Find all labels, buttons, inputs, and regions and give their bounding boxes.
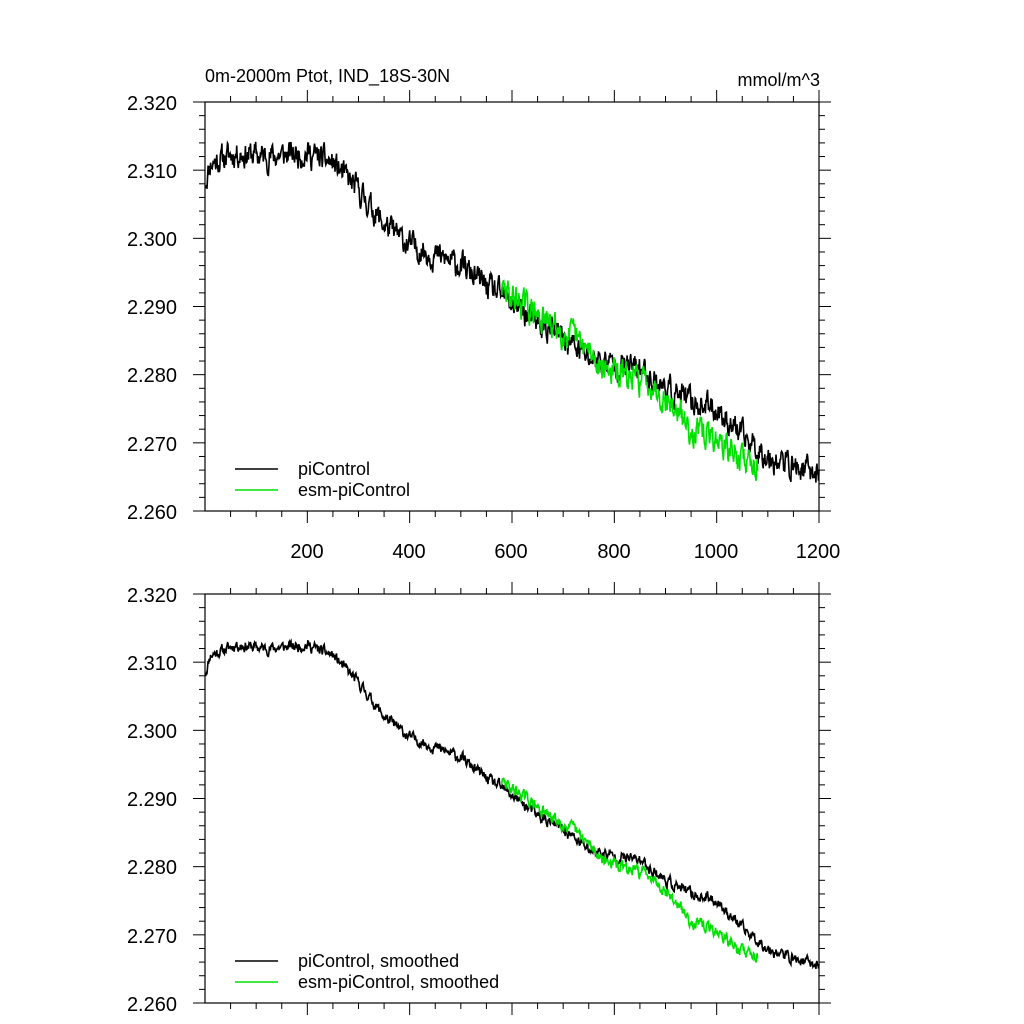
y-tick-label: 2.300 xyxy=(127,721,177,743)
y-tick-label: 2.290 xyxy=(127,789,177,811)
y-tick-label: 2.310 xyxy=(127,653,177,675)
y-tick-label: 2.320 xyxy=(127,585,177,607)
series-line-esm-picontrol-smoothed xyxy=(501,777,759,963)
y-tick-label: 2.280 xyxy=(127,365,177,387)
bottom-panel-y-tick-labels: 2.320 2.310 2.300 2.290 2.280 2.270 2.26… xyxy=(127,585,177,1016)
series-line-esm-picontrol xyxy=(501,279,759,482)
top-panel: 0m-2000m Ptot, IND_18S-30N mmol/m^3 2.32… xyxy=(127,66,840,563)
x-tick-label: 1000 xyxy=(694,541,739,563)
series-line-picontrol-smoothed xyxy=(204,638,820,970)
top-panel-units: mmol/m^3 xyxy=(738,70,820,90)
x-tick-label: 400 xyxy=(392,541,425,563)
x-tick-label: 200 xyxy=(290,541,323,563)
bottom-panel-frame xyxy=(204,593,820,1004)
y-tick-label: 2.320 xyxy=(127,93,177,115)
y-tick-label: 2.260 xyxy=(127,502,177,524)
bottom-panel-legend: piControl, smoothed esm-piControl, smoot… xyxy=(235,951,499,992)
y-tick-label: 2.260 xyxy=(127,994,177,1016)
y-tick-label: 2.270 xyxy=(127,434,177,456)
y-tick-label: 2.280 xyxy=(127,857,177,879)
legend-label-esm-picontrol-smoothed: esm-piControl, smoothed xyxy=(298,972,499,992)
top-panel-x-tick-labels: 200 400 600 800 1000 1200 xyxy=(290,541,840,563)
top-panel-title: 0m-2000m Ptot, IND_18S-30N xyxy=(205,66,450,87)
top-panel-legend: piControl esm-piControl xyxy=(235,459,410,500)
top-panel-ticks xyxy=(193,90,831,523)
x-tick-label: 800 xyxy=(597,541,630,563)
legend-label-picontrol-smoothed: piControl, smoothed xyxy=(298,951,459,971)
y-tick-label: 2.270 xyxy=(127,926,177,948)
bottom-panel-ticks xyxy=(193,582,831,1015)
top-panel-frame xyxy=(204,101,820,512)
legend-label-esm-picontrol: esm-piControl xyxy=(298,480,410,500)
top-panel-y-tick-labels: 2.320 2.310 2.300 2.290 2.280 2.270 2.26… xyxy=(127,93,177,524)
y-tick-label: 2.290 xyxy=(127,297,177,319)
y-tick-label: 2.300 xyxy=(127,229,177,251)
y-tick-label: 2.310 xyxy=(127,161,177,183)
x-tick-label: 1200 xyxy=(796,541,841,563)
x-tick-label: 600 xyxy=(494,541,527,563)
bottom-panel: 2.320 2.310 2.300 2.290 2.280 2.270 2.26… xyxy=(127,582,831,1016)
legend-label-picontrol: piControl xyxy=(298,459,370,479)
